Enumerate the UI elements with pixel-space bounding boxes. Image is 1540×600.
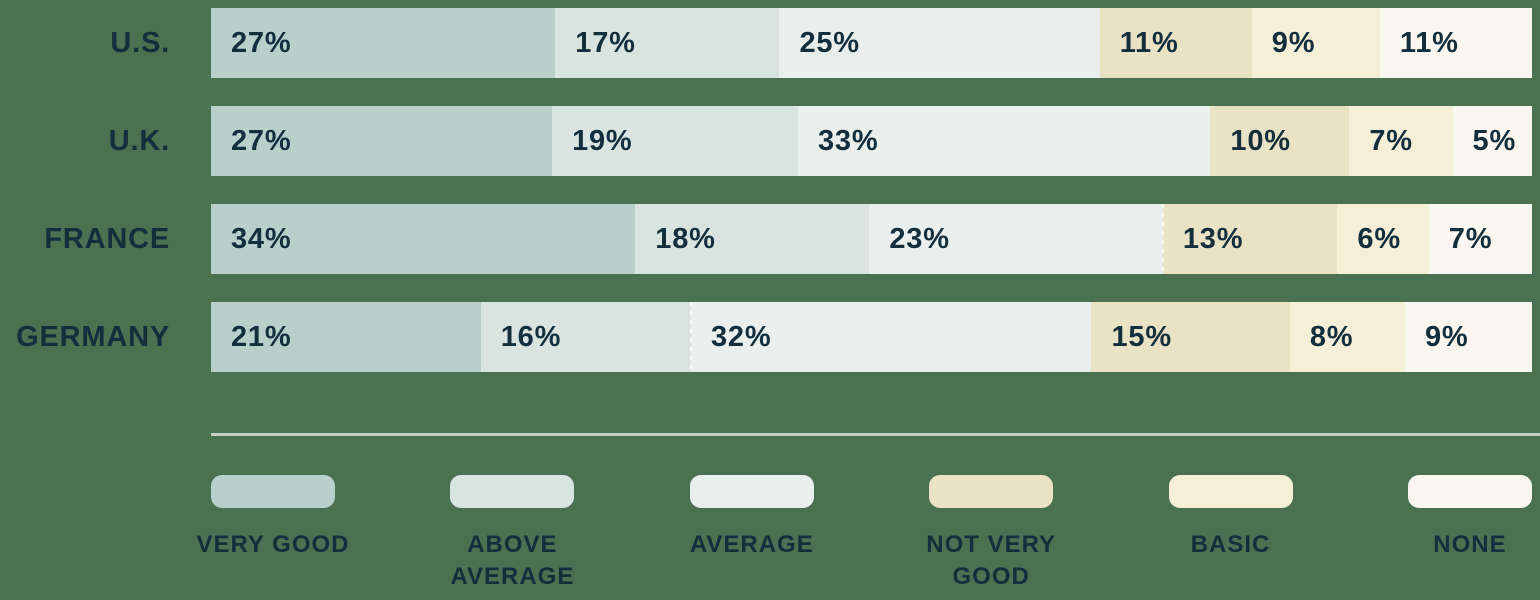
segment-value-label: 9% bbox=[1424, 320, 1469, 353]
bar-segment: 7% bbox=[1349, 106, 1453, 176]
legend-item: NONE bbox=[1407, 475, 1532, 593]
bar-segment: 27% bbox=[211, 106, 553, 176]
segment-value-label: 11% bbox=[1119, 26, 1179, 59]
segment-value-label: 7% bbox=[1369, 124, 1413, 157]
row-label-germany: GERMANY bbox=[16, 320, 170, 353]
row-label-uk: U.K. bbox=[108, 124, 170, 157]
segment-value-label: 7% bbox=[1448, 222, 1493, 255]
legend-label: NOT VERY GOOD bbox=[871, 529, 1111, 593]
stacked-bar: 21% 16% 32% 15% 8% 9% bbox=[211, 302, 1532, 372]
stacked-bar: 34% 18% 23% 13% 6% 7% bbox=[211, 204, 1532, 274]
bar-row: FRANCE 34% 18% 23% 13% 6% 7% bbox=[0, 204, 1532, 274]
bar-segment: 9% bbox=[1404, 302, 1532, 372]
legend-label-line: AVERAGE bbox=[689, 531, 814, 558]
bar-segment: 15% bbox=[1091, 302, 1290, 372]
legend-item: BASIC bbox=[1168, 475, 1293, 593]
bar-segment: 34% bbox=[211, 204, 636, 274]
legend: VERY GOOD ABOVE AVERAGE AVERAGE NOT VERY GOOD… bbox=[196, 475, 1532, 593]
segment-value-label: 5% bbox=[1472, 124, 1517, 157]
bar-rows: U.S. 27% 17% 25% 11% 9% 11% U.K. 27% 19% 33% 10% 7% 5… bbox=[0, 8, 1532, 400]
segment-value-label: 33% bbox=[818, 124, 879, 157]
legend-item: ABOVE AVERAGE bbox=[450, 475, 575, 593]
row-label-france: FRANCE bbox=[44, 222, 170, 255]
bar-row: U.S. 27% 17% 25% 11% 9% 11% bbox=[0, 8, 1532, 78]
bar-segment: 19% bbox=[552, 106, 798, 176]
bar-segment: 27% bbox=[211, 8, 556, 78]
bar-segment: 11% bbox=[1379, 8, 1532, 78]
segment-value-label: 17% bbox=[575, 26, 636, 59]
segment-value-label: 11% bbox=[1399, 26, 1459, 59]
segment-value-label: 9% bbox=[1271, 26, 1316, 59]
legend-label: NONE bbox=[1350, 529, 1540, 561]
bar-segment: 33% bbox=[798, 106, 1211, 176]
legend-label: ABOVE AVERAGE bbox=[392, 529, 632, 593]
bar-segment: 10% bbox=[1210, 106, 1350, 176]
legend-label-line: NONE bbox=[1433, 531, 1507, 558]
legend-label: AVERAGE bbox=[632, 529, 872, 561]
stacked-bar: 27% 19% 33% 10% 7% 5% bbox=[211, 106, 1532, 176]
bar-segment: 7% bbox=[1428, 204, 1532, 274]
legend-item: AVERAGE bbox=[689, 475, 814, 593]
bar-segment: 25% bbox=[779, 8, 1100, 78]
bar-segment: 21% bbox=[211, 302, 481, 372]
legend-swatch bbox=[1168, 475, 1293, 508]
bar-segment: 5% bbox=[1452, 106, 1532, 176]
bar-segment: 9% bbox=[1251, 8, 1380, 78]
legend-label-line: VERY GOOD bbox=[196, 531, 350, 558]
bar-segment: 17% bbox=[555, 8, 780, 78]
legend-label-line: ABOVE bbox=[467, 531, 558, 558]
bar-segment: 32% bbox=[689, 302, 1092, 372]
segment-value-label: 25% bbox=[799, 26, 860, 59]
legend-divider bbox=[211, 433, 1540, 436]
bar-segment: 6% bbox=[1337, 204, 1429, 274]
legend-label-line: GOOD bbox=[952, 563, 1030, 590]
legend-label-line: BASIC bbox=[1190, 531, 1271, 558]
segment-value-label: 6% bbox=[1357, 222, 1401, 255]
bar-row: U.K. 27% 19% 33% 10% 7% 5% bbox=[0, 106, 1532, 176]
legend-item: NOT VERY GOOD bbox=[926, 475, 1055, 593]
bar-segment: 8% bbox=[1289, 302, 1405, 372]
segment-value-label: 27% bbox=[231, 26, 292, 59]
legend-swatch bbox=[450, 475, 575, 508]
segment-value-label: 8% bbox=[1309, 320, 1354, 353]
bar-segment: 16% bbox=[480, 302, 691, 372]
legend-swatch bbox=[689, 475, 814, 508]
bar-segment: 11% bbox=[1099, 8, 1252, 78]
bar-segment: 23% bbox=[869, 204, 1163, 274]
stacked-bar: 27% 17% 25% 11% 9% 11% bbox=[211, 8, 1532, 78]
segment-value-label: 13% bbox=[1182, 222, 1244, 255]
segment-value-label: 23% bbox=[889, 222, 950, 255]
segment-value-label: 21% bbox=[231, 320, 292, 353]
bar-row: GERMANY 21% 16% 32% 15% 8% 9% bbox=[0, 302, 1532, 372]
segment-value-label: 27% bbox=[231, 124, 292, 157]
segment-value-label: 19% bbox=[572, 124, 633, 157]
legend-label-line: NOT VERY bbox=[926, 531, 1057, 558]
segment-value-label: 34% bbox=[231, 222, 292, 255]
segment-value-label: 18% bbox=[655, 222, 716, 255]
segment-value-label: 10% bbox=[1230, 124, 1291, 157]
bar-segment: 13% bbox=[1161, 204, 1338, 274]
legend-swatch bbox=[1407, 475, 1532, 508]
bar-segment: 18% bbox=[635, 204, 870, 274]
legend-swatch bbox=[211, 475, 335, 508]
legend-label: VERY GOOD bbox=[153, 529, 393, 561]
legend-swatch bbox=[929, 475, 1054, 508]
segment-value-label: 32% bbox=[710, 320, 772, 353]
legend-label-line: AVERAGE bbox=[450, 563, 575, 590]
legend-item: VERY GOOD bbox=[196, 475, 349, 593]
row-label-us: U.S. bbox=[110, 26, 170, 59]
legend-label: BASIC bbox=[1111, 529, 1351, 561]
segment-value-label: 15% bbox=[1111, 320, 1172, 353]
segment-value-label: 16% bbox=[500, 320, 562, 353]
